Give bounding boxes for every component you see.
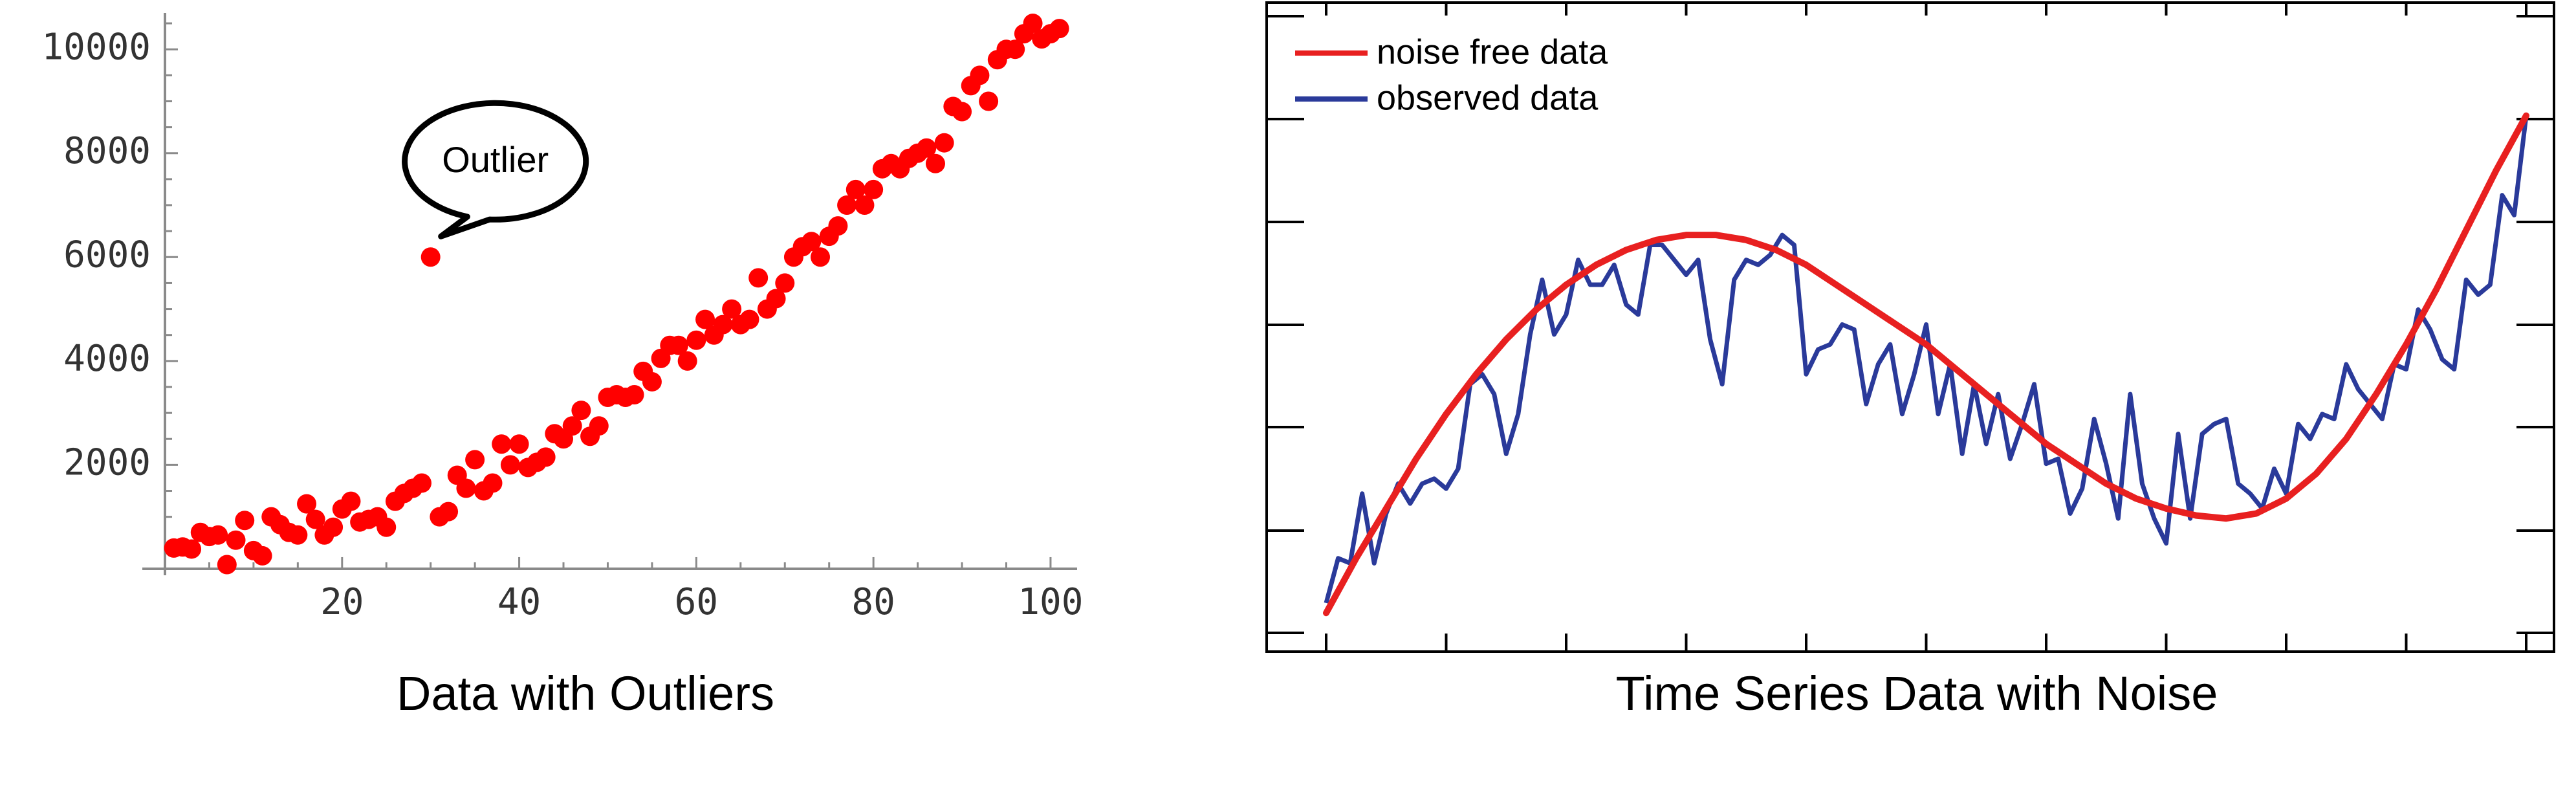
scatter-point bbox=[411, 473, 431, 493]
scatter-point bbox=[934, 133, 954, 153]
scatter-point bbox=[217, 555, 237, 575]
scatter-point bbox=[802, 232, 822, 252]
scatter-point bbox=[837, 195, 857, 215]
scatter-point bbox=[1023, 14, 1043, 34]
y-tick-label: 4000 bbox=[63, 338, 151, 380]
x-tick-label: 80 bbox=[851, 581, 895, 623]
scatter-point bbox=[624, 385, 644, 405]
caption-data-with-outliers: Data with Outliers bbox=[397, 667, 774, 720]
scatter-point bbox=[456, 478, 476, 498]
scatter-point bbox=[739, 309, 759, 329]
scatter-point bbox=[925, 153, 945, 173]
scatter-point bbox=[668, 335, 688, 355]
scatter-point bbox=[748, 268, 769, 288]
line-chart-frame bbox=[1265, 1, 2555, 653]
line-chart-time-series: noise free data observed data Time Serie… bbox=[1265, 1, 2555, 720]
x-tick-label: 60 bbox=[675, 581, 718, 623]
callout-bubble bbox=[402, 100, 589, 239]
scatter-point bbox=[642, 371, 662, 391]
scatter-point bbox=[952, 102, 972, 122]
scatter-point bbox=[917, 138, 937, 158]
scatter-point bbox=[970, 65, 990, 85]
x-tick-label: 100 bbox=[1018, 581, 1083, 623]
scatter-point bbox=[288, 525, 308, 545]
scatter-chart-outliers: 20 40 60 80 100 2000 4000 6000 8000 10000 Outlie… bbox=[41, 13, 1084, 720]
scatter-point bbox=[979, 91, 999, 111]
y-tick-label: 6000 bbox=[63, 234, 151, 276]
scatter-point bbox=[766, 289, 786, 309]
scatter-x-ticks: 20 40 60 80 100 bbox=[208, 557, 1084, 623]
scatter-point bbox=[562, 416, 582, 436]
scatter-point bbox=[713, 314, 733, 335]
scatter-point bbox=[235, 511, 255, 531]
line-chart-ticks bbox=[1267, 3, 2554, 652]
scatter-point bbox=[500, 455, 520, 475]
scatter-point bbox=[722, 299, 742, 319]
scatter-point bbox=[509, 434, 529, 454]
scatter-point bbox=[828, 216, 848, 236]
scatter-point bbox=[864, 179, 884, 199]
x-tick-label: 40 bbox=[497, 581, 541, 623]
scatter-point bbox=[483, 473, 503, 493]
callout-text: Outlier bbox=[442, 139, 549, 180]
scatter-point bbox=[677, 351, 697, 371]
scatter-point bbox=[846, 179, 866, 199]
line-chart-legend: noise free data observed data bbox=[1295, 32, 1608, 117]
legend-label-noise-free-data: noise free data bbox=[1377, 32, 1608, 71]
scatter-point bbox=[305, 509, 325, 529]
scatter-point bbox=[297, 494, 317, 514]
scatter-point bbox=[377, 517, 397, 537]
y-tick-label: 8000 bbox=[63, 130, 151, 172]
scatter-point bbox=[252, 546, 272, 566]
y-tick-label: 2000 bbox=[63, 442, 151, 484]
scatter-point bbox=[589, 416, 609, 436]
scatter-point bbox=[323, 517, 344, 537]
outlier-callout: Outlier bbox=[402, 100, 589, 239]
scatter-point bbox=[686, 330, 706, 350]
series-line-observed-data bbox=[1324, 115, 2529, 604]
scatter-point bbox=[855, 195, 875, 215]
scatter-point bbox=[420, 247, 441, 267]
scatter-point bbox=[536, 447, 556, 467]
scatter-point bbox=[1049, 19, 1069, 39]
scatter-point bbox=[811, 247, 831, 267]
scatter-point bbox=[182, 539, 202, 559]
x-tick-label: 20 bbox=[320, 581, 364, 623]
scatter-point bbox=[439, 502, 459, 522]
scatter-point bbox=[775, 273, 795, 293]
scatter-point bbox=[571, 401, 591, 421]
scatter-point bbox=[208, 525, 228, 545]
scatter-point bbox=[341, 491, 361, 511]
series-line-noise-free-data bbox=[1323, 112, 2529, 617]
y-tick-label: 10000 bbox=[41, 26, 151, 68]
legend-label-observed-data: observed data bbox=[1377, 78, 1599, 117]
scatter-points bbox=[164, 14, 1069, 575]
scatter-point bbox=[1005, 39, 1025, 60]
scatter-point bbox=[226, 530, 246, 550]
scatter-point bbox=[492, 434, 512, 454]
caption-time-series-data-with-noise: Time Series Data with Noise bbox=[1616, 667, 2218, 720]
scatter-y-ticks: 2000 4000 6000 8000 10000 bbox=[41, 22, 178, 544]
scatter-point bbox=[695, 309, 715, 329]
scatter-axes bbox=[142, 13, 1077, 575]
scatter-point bbox=[465, 450, 485, 470]
